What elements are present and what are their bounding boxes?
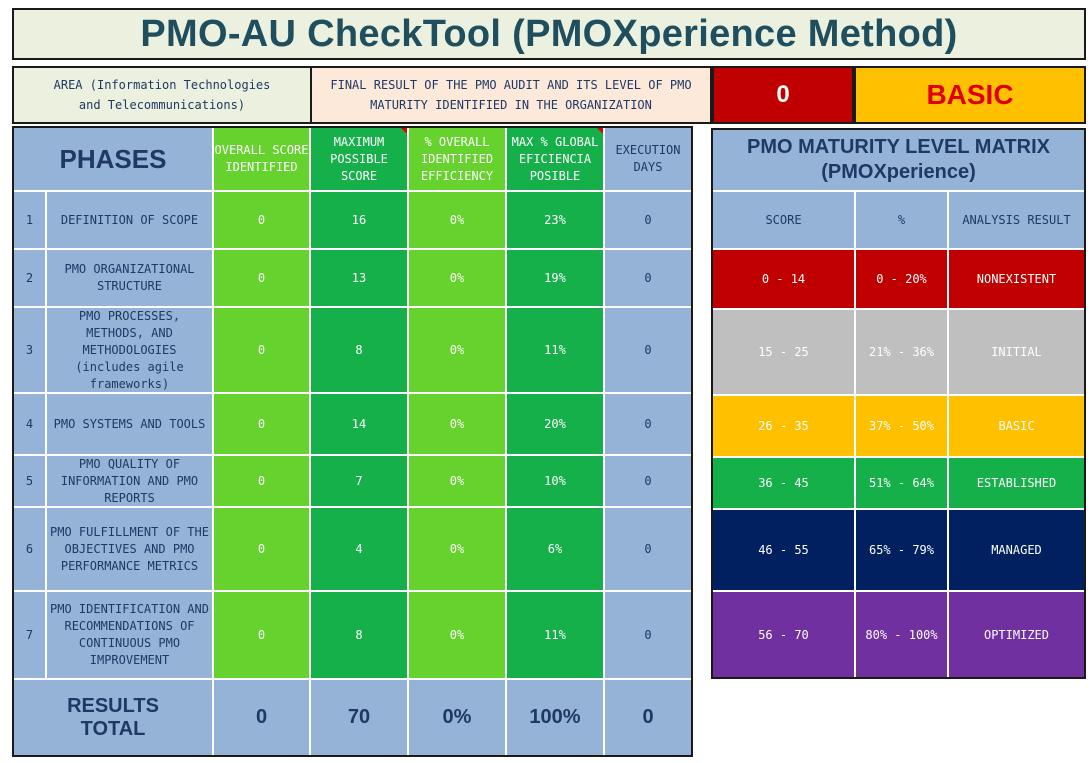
matrix-analysis-result: MANAGED: [949, 510, 1084, 590]
phase-execution-days: 0: [605, 394, 691, 454]
matrix-analysis-result: ESTABLISHED: [949, 458, 1084, 508]
phase-name: PMO FULFILLMENT OF THE OBJECTIVES AND PM…: [47, 508, 212, 590]
phase-name: PMO SYSTEMS AND TOOLS: [47, 394, 212, 454]
phase-max-score: 16: [311, 192, 407, 248]
phase-name: PMO PROCESSES, METHODS, AND METHODOLOGIE…: [47, 308, 212, 392]
matrix-score-header: SCORE: [713, 192, 854, 248]
matrix-title: PMO MATURITY LEVEL MATRIX (PMOXperience): [713, 130, 1084, 190]
phase-max-efficiency: 11%: [507, 308, 603, 392]
matrix-analysis-result: INITIAL: [949, 310, 1084, 394]
phase-number: 5: [14, 456, 45, 506]
phase-efficiency: 0%: [409, 456, 505, 506]
phase-max-score: 14: [311, 394, 407, 454]
phase-max-score: 4: [311, 508, 407, 590]
phase-number: 4: [14, 394, 45, 454]
matrix-result-header: ANALYSIS RESULT: [949, 192, 1084, 248]
total-maxeff: 100%: [507, 680, 603, 755]
phase-number: 1: [14, 192, 45, 248]
phase-number: 6: [14, 508, 45, 590]
final-level-value: BASIC: [854, 66, 1086, 124]
phase-max-efficiency: 20%: [507, 394, 603, 454]
phase-name: PMO IDENTIFICATION AND RECOMMENDATIONS O…: [47, 592, 212, 678]
matrix-pct-range: 51% - 64%: [856, 458, 947, 508]
phase-max-score: 13: [311, 250, 407, 306]
title-bar: PMO-AU CheckTool (PMOXperience Method): [12, 8, 1086, 60]
phase-number: 3: [14, 308, 45, 392]
max-efficiency-header: MAX % GLOBAL EFICIENCIA POSIBLE: [507, 128, 603, 190]
matrix-analysis-result: NONEXISTENT: [949, 250, 1084, 308]
phase-score: 0: [214, 250, 309, 306]
phase-max-efficiency: 19%: [507, 250, 603, 306]
comment-marker-icon: [597, 128, 603, 134]
phase-execution-days: 0: [605, 192, 691, 248]
phase-name: PMO QUALITY OF INFORMATION AND PMO REPOR…: [47, 456, 212, 506]
phase-efficiency: 0%: [409, 592, 505, 678]
phase-max-score: 8: [311, 592, 407, 678]
comment-marker-icon: [401, 128, 407, 134]
overall-score-header: OVERALL SCORE IDENTIFIED: [214, 128, 309, 190]
matrix-pct-range: 0 - 20%: [856, 250, 947, 308]
matrix-pct-range: 65% - 79%: [856, 510, 947, 590]
phase-execution-days: 0: [605, 456, 691, 506]
overall-efficiency-header: % OVERALL IDENTIFIED EFFICIENCY: [409, 128, 505, 190]
page-title: PMO-AU CheckTool (PMOXperience Method): [140, 12, 958, 55]
phases-table: PHASES OVERALL SCORE IDENTIFIED MAXIMUM PO…: [12, 126, 693, 757]
phase-execution-days: 0: [605, 250, 691, 306]
matrix-score-range: 26 - 35: [713, 396, 854, 456]
max-score-header: MAXIMUM POSSIBLE SCORE: [311, 128, 407, 190]
phase-number: 2: [14, 250, 45, 306]
total-eff: 0%: [409, 680, 505, 755]
phase-max-score: 8: [311, 308, 407, 392]
phase-execution-days: 0: [605, 308, 691, 392]
phase-name: PMO ORGANIZATIONAL STRUCTURE: [47, 250, 212, 306]
matrix-score-range: 15 - 25: [713, 310, 854, 394]
matrix-pct-range: 37% - 50%: [856, 396, 947, 456]
area-label: AREA (Information Technologies and Telec…: [12, 66, 310, 124]
total-score: 0: [214, 680, 309, 755]
phase-execution-days: 0: [605, 592, 691, 678]
phase-efficiency: 0%: [409, 250, 505, 306]
phase-efficiency: 0%: [409, 192, 505, 248]
phase-score: 0: [214, 394, 309, 454]
results-total-label: RESULTS TOTAL: [14, 680, 212, 755]
phase-max-efficiency: 23%: [507, 192, 603, 248]
total-max: 70: [311, 680, 407, 755]
phase-efficiency: 0%: [409, 508, 505, 590]
phase-name: DEFINITION OF SCOPE: [47, 192, 212, 248]
phase-efficiency: 0%: [409, 308, 505, 392]
matrix-score-range: 46 - 55: [713, 510, 854, 590]
matrix-pct-range: 21% - 36%: [856, 310, 947, 394]
phase-score: 0: [214, 192, 309, 248]
phase-max-efficiency: 11%: [507, 592, 603, 678]
matrix-score-range: 56 - 70: [713, 592, 854, 677]
phase-score: 0: [214, 508, 309, 590]
matrix-score-range: 36 - 45: [713, 458, 854, 508]
phase-max-efficiency: 6%: [507, 508, 603, 590]
matrix-analysis-result: BASIC: [949, 396, 1084, 456]
phase-score: 0: [214, 592, 309, 678]
phase-number: 7: [14, 592, 45, 678]
final-score-value: 0: [712, 66, 854, 124]
phase-execution-days: 0: [605, 508, 691, 590]
phase-max-score: 7: [311, 456, 407, 506]
final-result-label: FINAL RESULT OF THE PMO AUDIT AND ITS LE…: [310, 66, 712, 124]
phase-score: 0: [214, 456, 309, 506]
maturity-matrix: PMO MATURITY LEVEL MATRIX (PMOXperience)…: [711, 128, 1086, 679]
phase-efficiency: 0%: [409, 394, 505, 454]
matrix-score-range: 0 - 14: [713, 250, 854, 308]
phases-header: PHASES: [14, 128, 212, 190]
execution-days-header: EXECUTION DAYS: [605, 128, 691, 190]
matrix-analysis-result: OPTIMIZED: [949, 592, 1084, 677]
phase-score: 0: [214, 308, 309, 392]
matrix-pct-range: 80% - 100%: [856, 592, 947, 677]
matrix-pct-header: %: [856, 192, 947, 248]
phase-max-efficiency: 10%: [507, 456, 603, 506]
total-days: 0: [605, 680, 691, 755]
